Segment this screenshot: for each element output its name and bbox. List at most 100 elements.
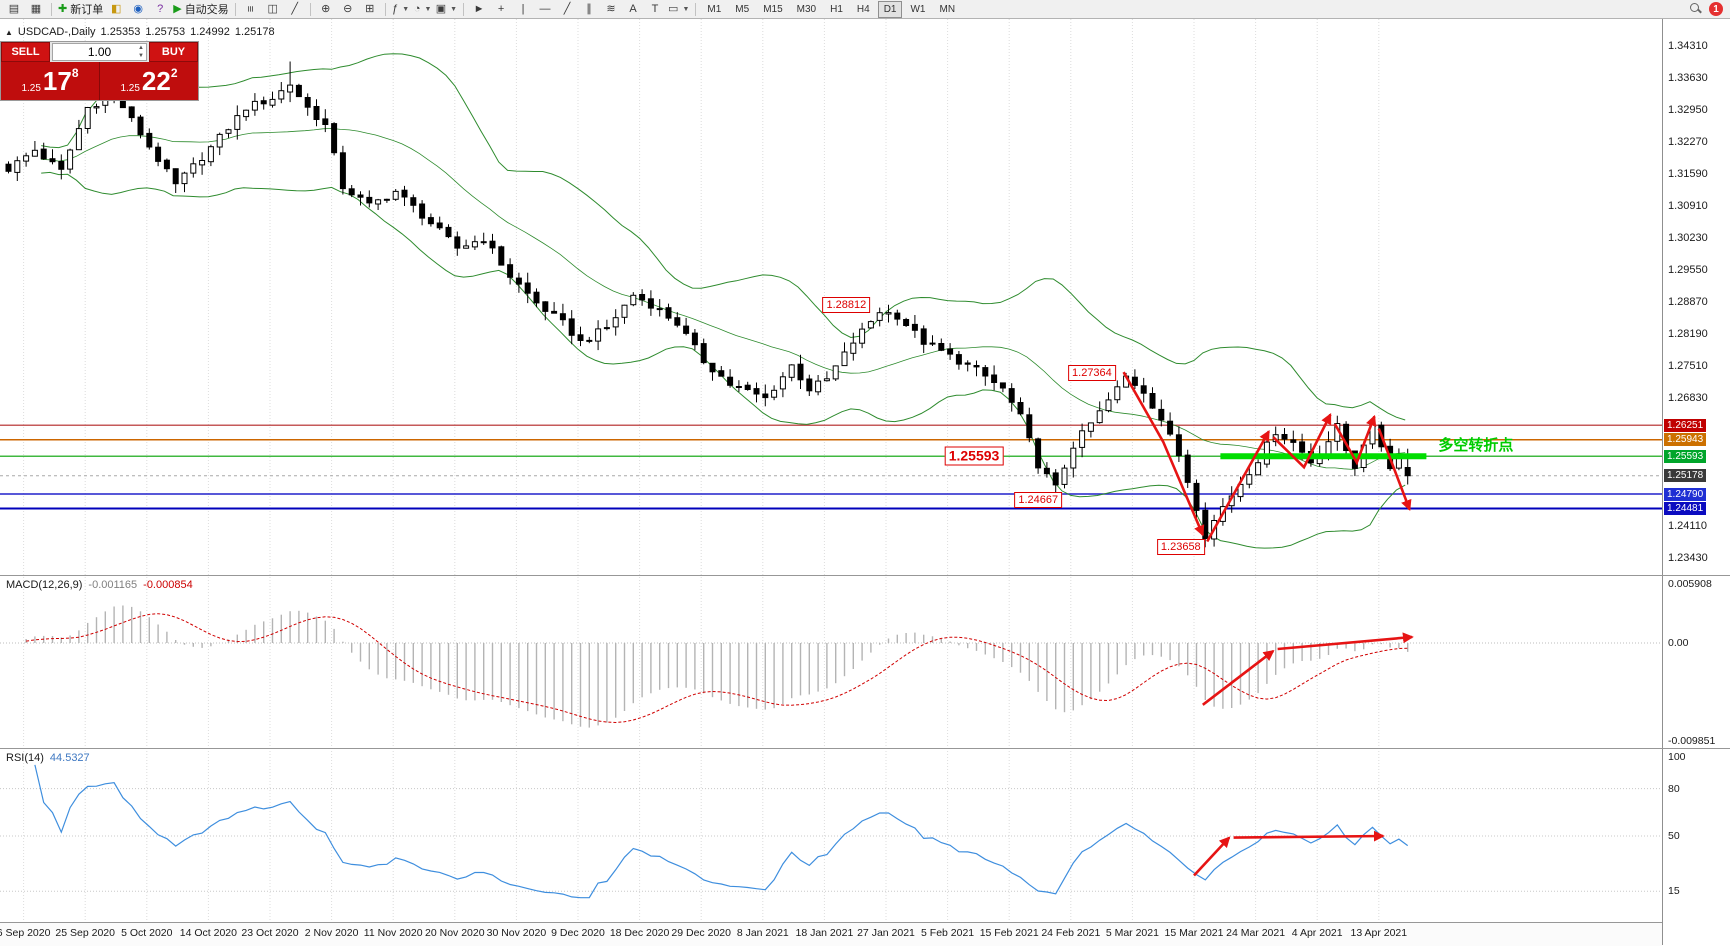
date-label: 25 Sep 2020	[55, 927, 115, 939]
tile-windows-icon: ⊞	[365, 3, 375, 15]
rsi-panel-resize-handle[interactable]	[0, 748, 1730, 749]
tile-windows-icon[interactable]: ⊞	[359, 1, 381, 17]
timeframe-w1-button[interactable]: W1	[910, 3, 926, 15]
timeframe-mn-button[interactable]: MN	[939, 3, 956, 15]
market-watch-icon: ◉	[133, 3, 144, 15]
date-label: 18 Dec 2020	[609, 927, 670, 939]
trend-arrow[interactable]	[1333, 414, 1377, 466]
history-center-icon[interactable]: ◧	[105, 1, 127, 17]
price-flag[interactable]: 1.23658	[1156, 539, 1205, 556]
cursor-icon[interactable]: ►	[468, 1, 490, 17]
volume-spin-buttons[interactable]: ▲ ▼	[138, 44, 144, 60]
crosshair-icon[interactable]: +	[490, 1, 512, 17]
templates-icon[interactable]: ▣ ▼	[434, 1, 459, 17]
indicators-icon[interactable]: ƒ ▼	[390, 1, 412, 17]
volume-down-icon[interactable]: ▼	[138, 53, 144, 59]
trend-arrow[interactable]	[1277, 632, 1414, 651]
timeframe-m15-button[interactable]: M15	[763, 3, 783, 15]
time-axis[interactable]: 6 Sep 2020 25 Sep 2020 5 Oct 2020 14 Oct 20…	[0, 922, 1662, 946]
trend-arrow[interactable]	[1193, 836, 1231, 877]
new-order-button[interactable]: ✚ 新订单	[56, 1, 105, 17]
market-watch-icon[interactable]: ◉	[127, 1, 149, 17]
indicators-icon-dropdown-arrow[interactable]: ▼	[402, 5, 410, 13]
autotrading-button-label: 自动交易	[184, 4, 229, 16]
timeframe-m5-button[interactable]: M5	[735, 3, 750, 15]
price-axis[interactable]: 1.34310 1.33630 1.32950 1.32270 1.31590 1.309…	[1662, 19, 1730, 945]
trend-arrow[interactable]	[1206, 429, 1270, 543]
buy-price-sup: 2	[170, 66, 178, 80]
buy-price-display[interactable]: 1.25 22 2	[100, 62, 198, 100]
trendline-icon[interactable]: ╱	[556, 1, 578, 17]
zoom-out-icon[interactable]: ⊖	[337, 1, 359, 17]
vertical-line-icon[interactable]: |	[512, 1, 534, 17]
chart-canvas[interactable]	[0, 19, 1662, 923]
sell-price-display[interactable]: 1.25 17 8	[1, 62, 100, 100]
trend-arrow[interactable]	[1202, 649, 1275, 706]
autotrading-button[interactable]: ▶ 自动交易	[171, 1, 230, 17]
price-tag: 1.26251	[1664, 418, 1707, 432]
macd-signal-value: -0.000854	[143, 579, 193, 591]
date-label: 15 Mar 2021	[1164, 927, 1224, 939]
fibonacci-icon[interactable]: ≋	[600, 1, 622, 17]
volume-up-icon[interactable]: ▲	[138, 45, 144, 51]
price-axis-tick: 1.23430	[1668, 552, 1708, 564]
sell-button[interactable]: SELL	[1, 42, 50, 62]
channel-icon[interactable]: ∥	[578, 1, 600, 17]
volume-field[interactable]: 1.00 ▲ ▼	[52, 43, 147, 61]
date-label: 11 Nov 2020	[363, 927, 423, 939]
price-axis-tick: 1.28190	[1668, 328, 1708, 340]
timeframe-m1-button[interactable]: M1	[707, 3, 722, 15]
macd-panel-resize-handle[interactable]	[0, 575, 1730, 576]
price-flag[interactable]: 1.27364	[1068, 364, 1116, 381]
price-axis-tick: 1.33630	[1668, 72, 1708, 84]
timeframe-m30-button[interactable]: M30	[796, 3, 817, 15]
trend-arrow[interactable]	[1122, 371, 1205, 537]
label-icon: T	[651, 3, 659, 15]
rsi-panel	[0, 764, 1662, 899]
price-flag[interactable]: 1.28812	[822, 296, 871, 313]
horizontal-line-icon[interactable]: —	[534, 1, 556, 17]
candlesticks	[5, 61, 1411, 548]
shapes-icon[interactable]: ▭ ▼	[666, 1, 691, 17]
one-click-collapse-arrow[interactable]: ▲	[5, 27, 13, 37]
templates-icon-dropdown-arrow[interactable]: ▼	[450, 5, 458, 13]
price-tag: 1.25943	[1664, 433, 1707, 447]
text-icon[interactable]: A	[622, 1, 644, 17]
rsi-line	[34, 764, 1409, 899]
price-flag[interactable]: 1.25593	[944, 446, 1004, 466]
turning-point-note[interactable]: 多空转折点	[1438, 437, 1514, 455]
periods-icon[interactable]: ◔ ▼	[412, 1, 434, 17]
buy-button[interactable]: BUY	[149, 42, 198, 62]
label-icon[interactable]: T	[644, 1, 666, 17]
ohlc-close: 1.25178	[234, 26, 275, 38]
trend-arrow[interactable]	[1233, 830, 1385, 842]
toolbar-separator	[234, 2, 236, 16]
new-chart-icon: ▤	[8, 3, 20, 15]
timeframe-h4-button[interactable]: H4	[856, 3, 870, 15]
sell-price-big: 17	[42, 66, 72, 96]
chart-area[interactable]: ▲ USDCAD-,Daily 1.25353 1.25753 1.24992 …	[0, 19, 1730, 946]
timeframe-h1-button[interactable]: H1	[830, 3, 843, 15]
shapes-icon-dropdown-arrow[interactable]: ▼	[682, 5, 690, 13]
tick-chart-icon[interactable]: ▦	[25, 1, 47, 17]
trend-arrow[interactable]	[1377, 428, 1412, 512]
search-icon	[1697, 8, 1702, 14]
new-chart-icon[interactable]: ▤	[3, 1, 25, 17]
new-order-button: ✚	[58, 3, 68, 15]
bar-chart-icon[interactable]: ≡	[240, 1, 262, 17]
trend-arrow[interactable]	[1272, 413, 1332, 470]
line-chart-icon[interactable]: ╱	[284, 1, 306, 17]
bollinger-bands	[41, 53, 1406, 549]
zoom-in-icon[interactable]: ⊕	[315, 1, 337, 17]
fibonacci-icon: ≋	[606, 3, 616, 15]
search-icon[interactable]	[1689, 2, 1703, 16]
periods-icon-dropdown-arrow[interactable]: ▼	[424, 5, 432, 13]
timeframe-d1-button[interactable]: D1	[877, 0, 903, 18]
candlestick-chart-icon[interactable]: ◫	[262, 1, 284, 17]
date-label: 23 Oct 2020	[241, 927, 299, 939]
price-flag[interactable]: 1.24667	[1014, 491, 1063, 508]
help-icon[interactable]: ?	[149, 1, 171, 17]
notification-badge[interactable]: 1	[1709, 2, 1723, 16]
symbol-period-label: USDCAD-,Daily	[17, 26, 96, 38]
price-axis-tick: 1.29550	[1668, 264, 1708, 276]
